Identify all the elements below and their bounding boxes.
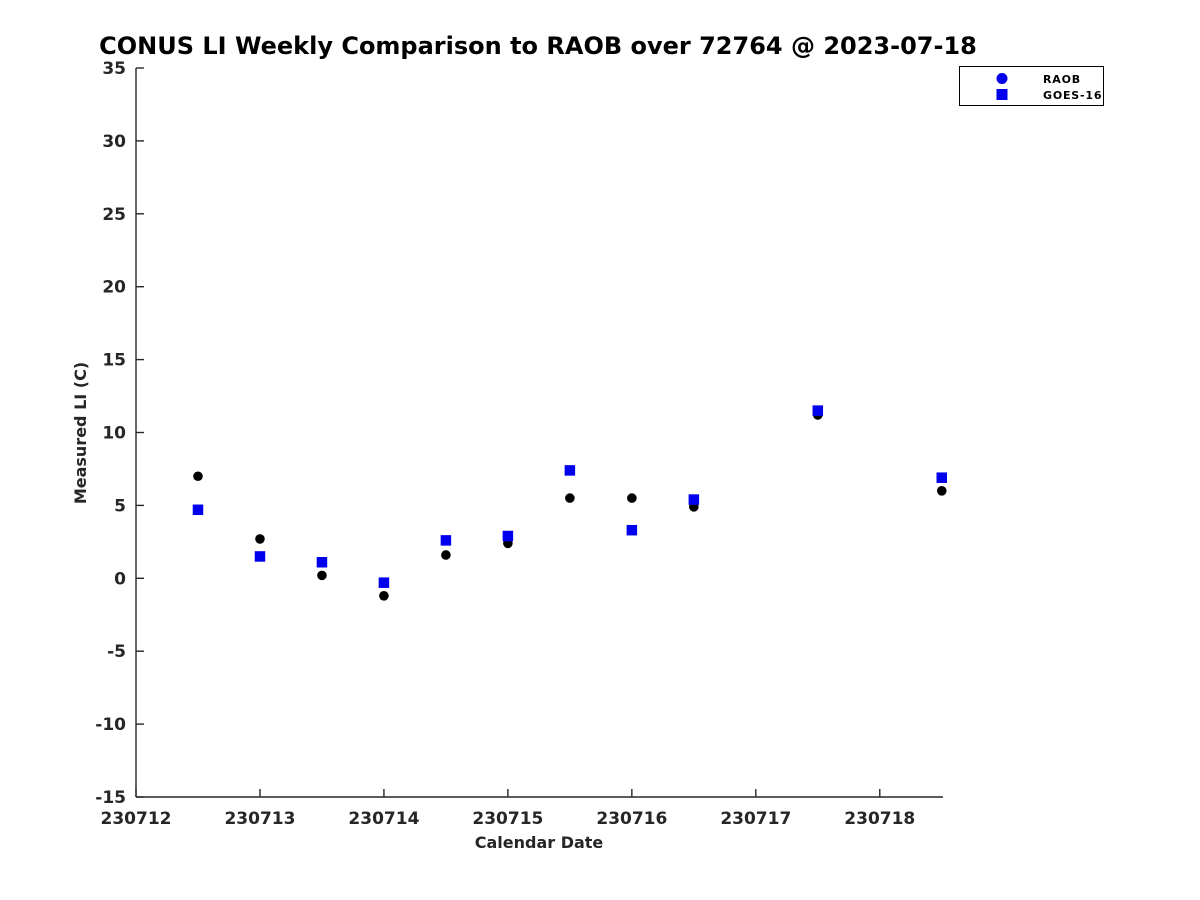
data-point-goes16 [192,504,204,516]
data-point-goes16 [316,557,328,568]
data-point-goes16 [564,465,576,476]
data-point-raob [193,471,203,482]
y-tick-label: 20 [102,278,126,298]
y-tick-label: -15 [95,788,126,808]
data-point-raob [936,486,947,496]
y-tick-label: -5 [107,642,126,662]
data-point-raob [441,550,451,560]
x-tick-label: 230717 [720,809,791,829]
data-point-raob [627,493,637,503]
data-point-goes16 [502,530,514,542]
data-point-goes16 [936,472,948,483]
x-tick-label: 230714 [348,809,419,829]
legend-label: RAOB [1043,73,1081,86]
legend-marker-square-icon [996,89,1008,100]
data-point-raob [255,534,265,544]
data-point-goes16 [378,577,390,588]
data-point-goes16 [688,494,700,505]
y-tick-label: 25 [102,205,126,225]
y-tick-label: 15 [102,351,126,371]
legend-label: GOES-16 [1043,89,1102,102]
y-tick-label: 5 [114,496,126,516]
plot-area: -15 -10 -5 0 5 10 15 20 25 30 35 230712 230713 230714… [95,59,1104,829]
data-point-goes16 [254,551,266,562]
data-point-raob [379,590,389,601]
data-point-raob [565,493,575,503]
y-tick-label: -10 [95,715,126,735]
data-point-goes16 [440,535,452,546]
legend-box [959,66,1104,106]
x-tick-label: 230715 [472,809,543,829]
data-point-raob [317,570,327,581]
data-point-goes16 [812,405,824,416]
x-tick-label: 230712 [101,809,172,829]
y-tick-label: 35 [102,59,126,79]
legend-marker-circle-icon [996,73,1008,84]
x-axis-label: Calendar Date [475,833,604,852]
y-tick-label: 10 [102,424,126,444]
x-tick-label: 230716 [596,809,667,829]
x-tick-label: 230718 [844,809,915,829]
data-point-goes16 [626,524,638,536]
x-tick-label: 230713 [224,809,295,829]
y-tick-label: 0 [114,569,126,589]
y-tick-label: 30 [102,132,126,152]
chart-title: CONUS LI Weekly Comparison to RAOB over … [99,32,977,60]
y-axis-label: Measured LI (C) [71,362,90,504]
